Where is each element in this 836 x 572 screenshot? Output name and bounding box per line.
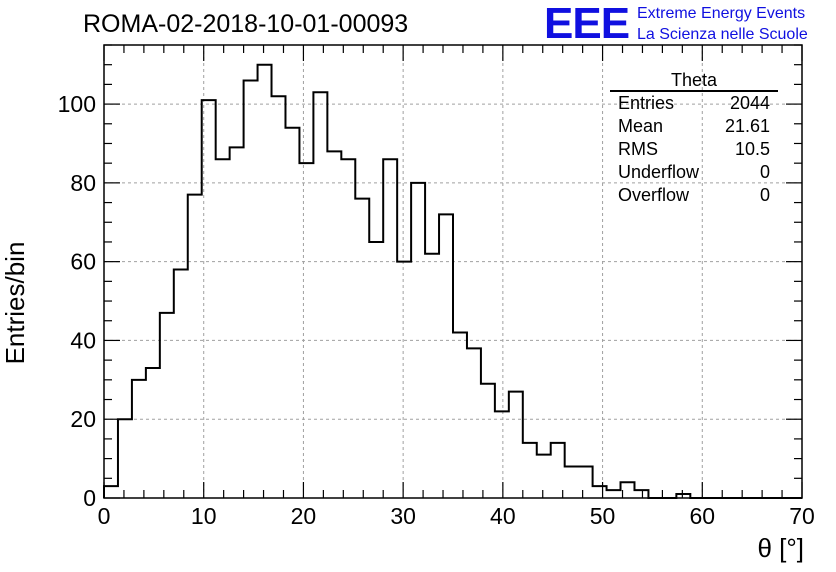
histogram-bin — [397, 262, 411, 498]
y-tick-label: 80 — [70, 170, 96, 196]
plot-frame — [103, 44, 803, 499]
histogram-bin — [216, 159, 230, 498]
histogram-bin — [634, 490, 648, 498]
eee-logo: EEE Extreme Energy Events La Scienza nel… — [544, 0, 834, 48]
logo-mark: EEE — [544, 0, 630, 48]
histogram-bin — [188, 195, 202, 498]
x-axis-label: θ [°] — [757, 533, 804, 563]
stats-label: Mean — [618, 116, 664, 136]
histogram-bin — [425, 254, 439, 498]
histogram-bin — [285, 128, 299, 498]
stats-row-entries: Entries 2044 — [610, 92, 778, 115]
y-tick-label: 100 — [58, 91, 96, 117]
histogram-bin — [593, 486, 607, 498]
histogram-bin — [411, 183, 425, 498]
stats-title: Theta — [610, 70, 778, 92]
histogram-bin — [383, 159, 397, 498]
axis-ticks — [103, 44, 803, 499]
stats-value: 2044 — [729, 93, 770, 113]
histogram-outline — [103, 63, 802, 499]
stats-value: 0 — [759, 185, 770, 205]
histogram-bin — [104, 486, 118, 498]
histogram-bin — [174, 270, 188, 498]
grid-lines — [104, 45, 802, 498]
histogram-bin — [160, 313, 174, 498]
histogram-bin — [551, 443, 565, 498]
histogram-bin — [481, 384, 495, 498]
x-tick-label: 50 — [590, 503, 616, 529]
stats-row-rms: RMS 10.5 — [610, 138, 778, 161]
histogram-bin — [230, 147, 244, 498]
logo-text-line-2: La Scienza nelle Scuole — [637, 26, 808, 43]
stats-value: 21.61 — [724, 116, 770, 136]
x-tick-label: 40 — [490, 503, 516, 529]
x-tick-label: 10 — [191, 503, 217, 529]
histogram-bin — [244, 80, 258, 498]
histogram-bin — [299, 163, 313, 498]
y-tick-label: 60 — [70, 249, 96, 275]
y-tick-label: 40 — [70, 327, 96, 353]
stats-row-mean: Mean 21.61 — [610, 115, 778, 138]
histogram-bin — [453, 333, 467, 498]
stats-value: 0 — [759, 162, 770, 182]
histogram-bin — [327, 151, 341, 498]
histogram-bin — [621, 482, 635, 498]
tick-labels: 0 10 20 30 40 50 60 70 0 20 40 60 80 100 — [58, 91, 815, 529]
stats-row-underflow: Underflow 0 — [610, 161, 778, 184]
logo-text-line-1: Extreme Energy Events — [637, 5, 806, 22]
x-tick-label: 70 — [789, 503, 815, 529]
histogram-bin — [355, 199, 369, 498]
histogram-bin — [579, 466, 593, 498]
histogram-bin — [565, 466, 579, 498]
histogram-bin — [439, 214, 453, 498]
histogram-bin — [272, 96, 286, 498]
stats-label: RMS — [618, 139, 658, 159]
histogram-bin — [132, 380, 146, 498]
histogram-bin — [146, 368, 160, 498]
histogram-bin — [495, 411, 509, 498]
histogram-bin — [118, 419, 132, 498]
histogram-bin — [509, 392, 523, 498]
stats-box: Theta Entries 2044 Mean 21.61 RMS 10.5 U… — [610, 70, 778, 207]
histogram-bin — [467, 348, 481, 498]
stats-label: Entries — [618, 93, 675, 113]
x-tick-label: 60 — [689, 503, 715, 529]
stats-label: Overflow — [618, 185, 690, 205]
histogram-bin — [607, 490, 621, 498]
x-tick-label: 0 — [98, 503, 111, 529]
stats-label: Underflow — [618, 162, 700, 182]
x-tick-label: 30 — [390, 503, 416, 529]
histogram-bin — [369, 242, 383, 498]
histogram-bin — [258, 65, 272, 498]
stats-row-overflow: Overflow 0 — [610, 184, 778, 207]
histogram-bin — [523, 443, 537, 498]
y-tick-label: 20 — [70, 406, 96, 432]
histogram-bin — [341, 159, 355, 498]
stats-value: 10.5 — [734, 139, 770, 159]
histogram-bin — [313, 92, 327, 498]
histogram-bin — [202, 100, 216, 498]
x-tick-label: 20 — [291, 503, 317, 529]
chart-title: ROMA-02-2018-10-01-00093 — [83, 10, 409, 38]
histogram-bin — [537, 455, 551, 498]
y-tick-label: 0 — [83, 485, 96, 511]
